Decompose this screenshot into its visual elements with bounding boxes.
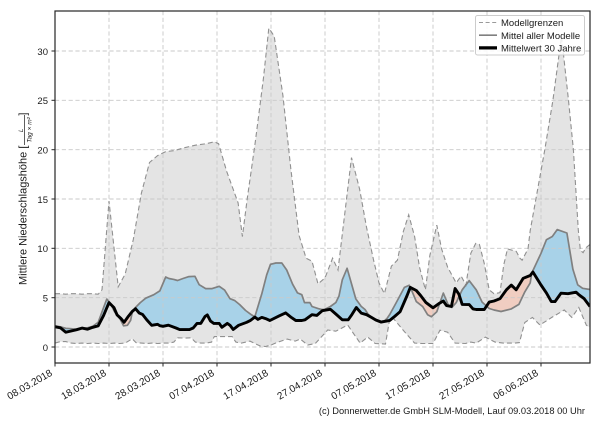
svg-text:15: 15 (37, 195, 48, 206)
svg-text:Tag × m²: Tag × m² (27, 116, 34, 142)
svg-text:]: ] (18, 113, 30, 116)
svg-text:(c) Donnerwetter.de GmbH SLM-M: (c) Donnerwetter.de GmbH SLM-Modell, Lau… (319, 406, 585, 416)
svg-text:30: 30 (37, 47, 48, 58)
svg-text:5: 5 (43, 294, 48, 305)
svg-text:Mittlere Niederschlagshöhe [: Mittlere Niederschlagshöhe [ (18, 146, 30, 285)
svg-text:Modellgrenzen: Modellgrenzen (501, 18, 563, 29)
svg-text:L: L (18, 128, 25, 132)
svg-text:0: 0 (43, 343, 48, 354)
svg-text:10: 10 (37, 244, 48, 255)
svg-text:25: 25 (37, 96, 48, 107)
svg-text:20: 20 (37, 146, 48, 157)
svg-text:Mittelwert 30 Jahre: Mittelwert 30 Jahre (501, 44, 581, 55)
svg-text:Mittel aller Modelle: Mittel aller Modelle (501, 31, 580, 42)
